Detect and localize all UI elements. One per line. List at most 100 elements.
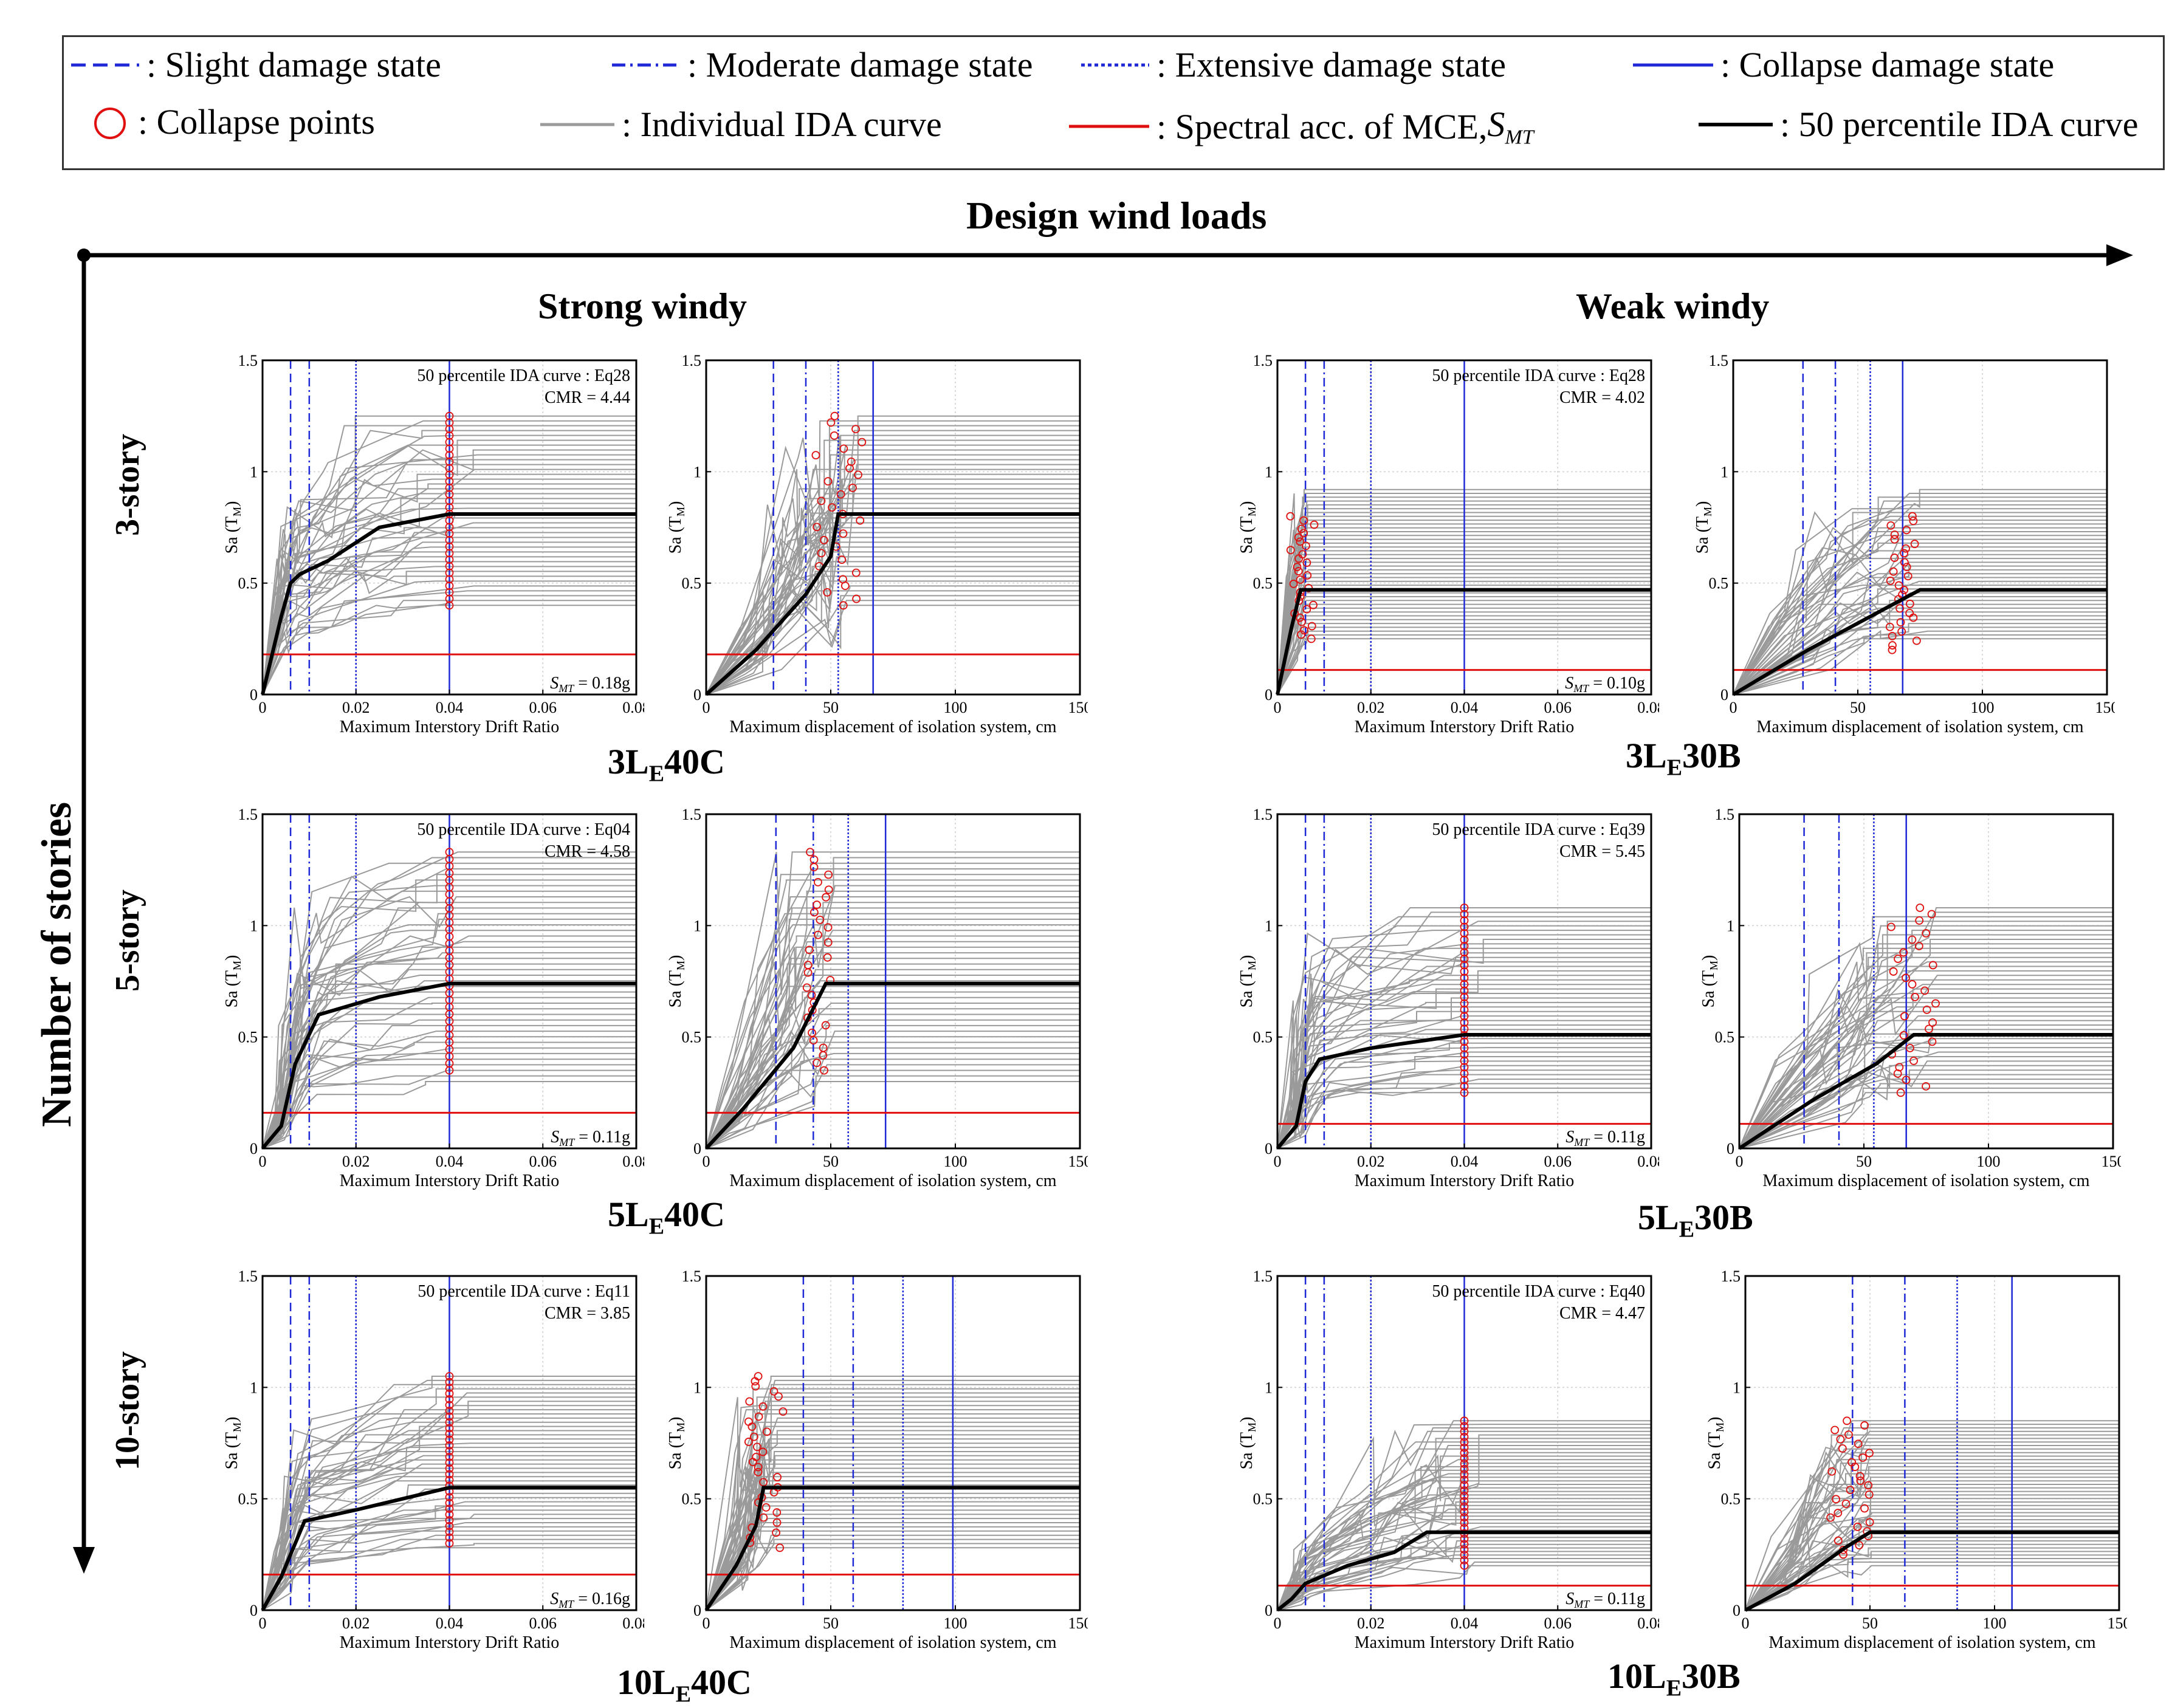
collapse-point xyxy=(1294,567,1303,575)
collapse-point xyxy=(1460,1438,1469,1447)
individual-ida-curve xyxy=(706,1064,1080,1149)
legend-smt-symbol-sub: MT xyxy=(1505,126,1534,149)
y-tick-label: 0 xyxy=(1727,1140,1734,1158)
collapse-point xyxy=(809,855,819,864)
collapse-point xyxy=(775,1543,785,1552)
x-tick-label: 0.08 xyxy=(1637,1153,1659,1170)
annotation-cmr: CMR = 4.02 xyxy=(1559,388,1645,407)
collapse-point xyxy=(1902,544,1910,553)
y-tick-label: 1 xyxy=(1265,917,1273,935)
individual-ida-curve xyxy=(1277,623,1651,695)
individual-ida-curve xyxy=(1277,523,1651,695)
individual-ida-curve xyxy=(706,1530,1080,1611)
collapse-point xyxy=(1908,512,1917,521)
collapse-point xyxy=(1902,973,1910,983)
y-axis-label: Sa (TM) xyxy=(666,501,687,554)
collapse-point xyxy=(445,1377,454,1387)
annotation-smt: SMT = 0.11g xyxy=(1565,1590,1645,1610)
y-tick-label: 0 xyxy=(1733,1602,1741,1619)
individual-ida-curve xyxy=(1277,527,1651,695)
collapse-point xyxy=(1460,910,1469,919)
annotation-smt-value: = 0.11g xyxy=(574,1128,630,1147)
individual-ida-curve xyxy=(262,874,636,1149)
individual-ida-curve xyxy=(1739,925,2113,1149)
collapse-point xyxy=(805,945,814,955)
individual-ida-curve xyxy=(1745,1427,2119,1611)
x-tick-label: 100 xyxy=(944,699,967,716)
collapse-point xyxy=(445,1406,454,1415)
collapse-point xyxy=(1300,626,1309,635)
individual-ida-curve xyxy=(262,502,636,695)
x-tick-label: 0.06 xyxy=(1544,699,1572,716)
chart-3LE40C-disp: 0 50 100 150 0 0.5 1 1.5 Maximum displacement of… xyxy=(662,349,1092,741)
collapse-point xyxy=(813,1058,822,1068)
y-tick-label: 1.5 xyxy=(1253,1267,1273,1285)
annotation-smt: SMT = 0.11g xyxy=(1565,1128,1645,1148)
x-axis-label: Maximum Interstory Drift Ratio xyxy=(1355,1633,1575,1652)
collapse-point xyxy=(1460,1507,1469,1517)
collapse-point xyxy=(1928,1037,1937,1046)
legend-moderate-label: : Moderate damage state xyxy=(687,45,1033,84)
x-tick-label: 0.06 xyxy=(529,1614,557,1632)
legend: : Slight damage state : Moderate damage … xyxy=(62,35,2165,170)
individual-ida-curve xyxy=(1733,611,2107,695)
legend-smt-symbol-main: S xyxy=(1487,105,1505,144)
collapse-point xyxy=(1854,1439,1863,1449)
x-tick-label: 0.02 xyxy=(1357,1153,1385,1170)
legend-points: : Collapse points xyxy=(91,101,375,142)
collapse-point xyxy=(1894,581,1903,590)
individual-ida-curve xyxy=(1739,988,2113,1149)
collapse-point xyxy=(1460,1513,1469,1522)
legend-collapse-label: : Collapse damage state xyxy=(1720,45,2055,84)
collapse-point xyxy=(816,915,825,924)
collapse-point xyxy=(1887,922,1895,931)
collapse-point xyxy=(1886,521,1895,530)
individual-ida-curve xyxy=(1739,921,2113,1149)
collapse-point xyxy=(445,490,454,499)
collapse-point xyxy=(1915,916,1924,925)
collapse-point xyxy=(1826,1513,1835,1522)
y-axis-label-close: ) xyxy=(666,955,685,961)
y-axis-label-main: Sa (T xyxy=(1237,1432,1256,1469)
collapse-point xyxy=(445,1429,454,1438)
collapse-point xyxy=(824,885,833,894)
pair-label-5LE30B: 5LE30B xyxy=(1638,1197,1753,1243)
group-title-strong: Strong windy xyxy=(538,286,747,326)
individual-ida-curve xyxy=(262,1401,636,1611)
annotation-smt-sub: MT xyxy=(558,1598,575,1610)
collapse-point xyxy=(1853,1522,1862,1531)
individual-ida-curve xyxy=(1277,930,1651,1149)
collapse-point xyxy=(445,561,454,571)
collapse-point xyxy=(802,983,811,992)
individual-ida-curve xyxy=(1733,493,2107,695)
x-tick-label: 0.04 xyxy=(436,1614,464,1632)
collapse-point xyxy=(823,923,833,932)
collapse-point xyxy=(1460,1454,1469,1463)
individual-ida-curve xyxy=(262,1430,636,1611)
x-tick-label: 100 xyxy=(944,1614,967,1632)
y-axis-label-sub: M xyxy=(1246,1422,1258,1432)
x-tick-label: 0.06 xyxy=(1544,1614,1572,1632)
annotation-cmr: CMR = 4.58 xyxy=(545,842,630,861)
y-axis-label-close: ) xyxy=(222,501,241,507)
collapse-point xyxy=(1302,541,1310,550)
collapse-point xyxy=(445,477,454,486)
y-tick-label: 1.5 xyxy=(682,806,702,823)
annotation-smt-main: S xyxy=(550,1590,558,1608)
x-axis-label: Maximum displacement of isolation system… xyxy=(729,1633,1056,1652)
collapse-point xyxy=(1931,999,1940,1008)
collapse-point xyxy=(814,877,822,887)
annotation-cmr: CMR = 5.45 xyxy=(1559,842,1645,861)
collapse-point xyxy=(822,893,830,902)
collapse-point xyxy=(817,549,826,558)
x-tick-label: 50 xyxy=(1862,1614,1878,1632)
legend-smt-label: : Spectral acc. of MCE, xyxy=(1156,106,1488,146)
individual-ida-curve xyxy=(1739,1042,2113,1149)
collapse-point xyxy=(820,535,828,544)
individual-ida-curve xyxy=(1277,1487,1651,1611)
collapse-point xyxy=(1830,1425,1840,1435)
plot-frame xyxy=(1738,813,2114,1150)
collapse-point xyxy=(1460,1088,1469,1097)
collapse-point xyxy=(1903,572,1913,581)
collapse-point xyxy=(1860,1504,1869,1513)
